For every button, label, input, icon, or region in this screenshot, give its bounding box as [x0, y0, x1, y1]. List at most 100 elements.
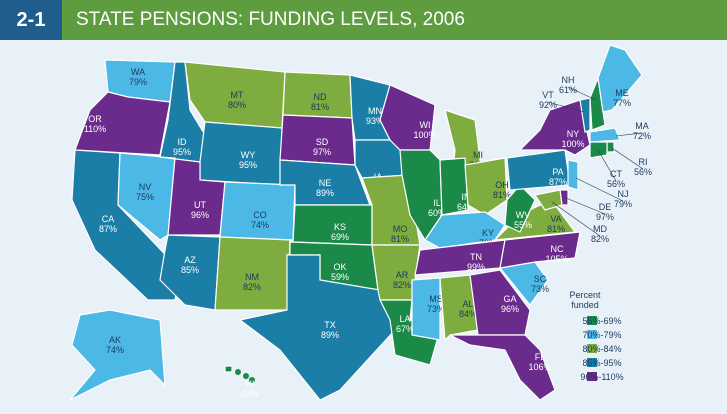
- legend-label: 85%-95%: [582, 358, 621, 368]
- state: [589, 141, 608, 159]
- legend-label: 55%-69%: [582, 316, 621, 326]
- legend-label: 96%-110%: [580, 372, 623, 382]
- state-abbr: AR: [396, 270, 409, 280]
- state-abbr: UT: [194, 200, 206, 210]
- state: [449, 334, 556, 401]
- state-value: 82%: [393, 280, 411, 290]
- state-value: 75%: [136, 192, 154, 202]
- state-value: 67%: [396, 324, 414, 334]
- state-value: 85%: [181, 265, 199, 275]
- state-abbr: OR: [88, 114, 102, 124]
- state-value: 73%: [531, 284, 549, 294]
- state-abbr: TX: [324, 320, 336, 330]
- state: [499, 231, 581, 269]
- state-abbr: MT: [231, 90, 244, 100]
- state-value: 93%: [366, 116, 384, 126]
- state: [597, 44, 643, 113]
- state-abbr: FL: [535, 352, 546, 362]
- state-abbr: AK: [109, 335, 121, 345]
- state-abbr: ND: [314, 92, 327, 102]
- state-value: 97%: [313, 147, 331, 157]
- state-abbr: AZ: [184, 255, 196, 265]
- state-value: 77%: [613, 98, 631, 108]
- state-value: 100%: [561, 139, 584, 149]
- state-abbr: NY: [567, 129, 580, 139]
- state-abbr: TN: [470, 252, 482, 262]
- header: 2-1 STATE PENSIONS: FUNDING LEVELS, 2006: [0, 0, 727, 40]
- state: [589, 75, 606, 131]
- state-abbr: CA: [102, 214, 115, 224]
- state-value: 79%: [614, 199, 632, 209]
- legend-swatch: [587, 358, 597, 367]
- state-abbr: ID: [178, 137, 188, 147]
- state-value: 96%: [191, 210, 209, 220]
- state-value: 60%: [428, 208, 446, 218]
- state-value: 81%: [547, 224, 565, 234]
- state: [243, 373, 249, 379]
- state-value: 96%: [501, 304, 519, 314]
- state-abbr: CT: [610, 169, 622, 179]
- state-abbr: WV: [516, 210, 531, 220]
- state-value: 65%: [241, 389, 259, 399]
- state-value: 74%: [251, 220, 269, 230]
- state-abbr: ME: [615, 88, 629, 98]
- state: [534, 189, 563, 211]
- state: [439, 157, 469, 216]
- state-value: 79%: [129, 77, 147, 87]
- leader-line: [611, 147, 644, 170]
- state-value: 82%: [591, 234, 609, 244]
- state-abbr: WI: [420, 120, 431, 130]
- state: [69, 309, 166, 401]
- state-value: 89%: [316, 188, 334, 198]
- state-value: 81%: [311, 102, 329, 112]
- state-value: 87%: [99, 224, 117, 234]
- state-abbr: MS: [429, 294, 443, 304]
- state: [606, 141, 615, 153]
- state-abbr: NE: [319, 178, 332, 188]
- state-abbr: PA: [552, 167, 563, 177]
- state-abbr: OK: [333, 262, 346, 272]
- leader-line: [575, 177, 624, 202]
- state: [464, 157, 508, 216]
- state-value: 74%: [106, 345, 124, 355]
- leader-line: [567, 86, 597, 101]
- state-abbr: AL: [462, 299, 473, 309]
- state-value: 95%: [239, 160, 257, 170]
- state-value: 81%: [493, 190, 511, 200]
- state-value: 106%: [528, 362, 551, 372]
- state: [238, 254, 396, 401]
- legend-title: Percent: [569, 290, 601, 300]
- state-value: 84%: [459, 309, 477, 319]
- state-abbr: WY: [241, 150, 256, 160]
- state-abbr: RI: [639, 157, 648, 167]
- state: [567, 159, 579, 191]
- state-value: 89%: [321, 330, 339, 340]
- state-abbr: MD: [593, 224, 607, 234]
- state-abbr: GA: [503, 294, 516, 304]
- state-abbr: KY: [482, 228, 494, 238]
- state-abbr: KS: [334, 222, 346, 232]
- state-abbr: OH: [495, 180, 509, 190]
- state-value: 100%: [413, 130, 436, 140]
- state-abbr: DE: [599, 202, 612, 212]
- state-abbr: VT: [542, 90, 554, 100]
- state: [589, 127, 621, 143]
- state-abbr: VA: [550, 214, 561, 224]
- legend-label: 70%-79%: [582, 330, 621, 340]
- state-abbr: NH: [562, 75, 575, 85]
- legend-title: funded: [571, 300, 599, 310]
- legend-swatch: [587, 344, 597, 353]
- state-abbr: MI: [473, 150, 483, 160]
- state: [249, 377, 255, 383]
- state-value: 61%: [559, 85, 577, 95]
- state-value: 59%: [331, 272, 349, 282]
- section-number: 2-1: [0, 0, 62, 40]
- state: [224, 365, 233, 373]
- state-value: 99%: [467, 262, 485, 272]
- state: [235, 369, 241, 375]
- leader-line: [551, 201, 601, 237]
- legend-swatch: [587, 372, 597, 381]
- state-abbr: IL: [433, 198, 441, 208]
- state-abbr: CO: [253, 210, 267, 220]
